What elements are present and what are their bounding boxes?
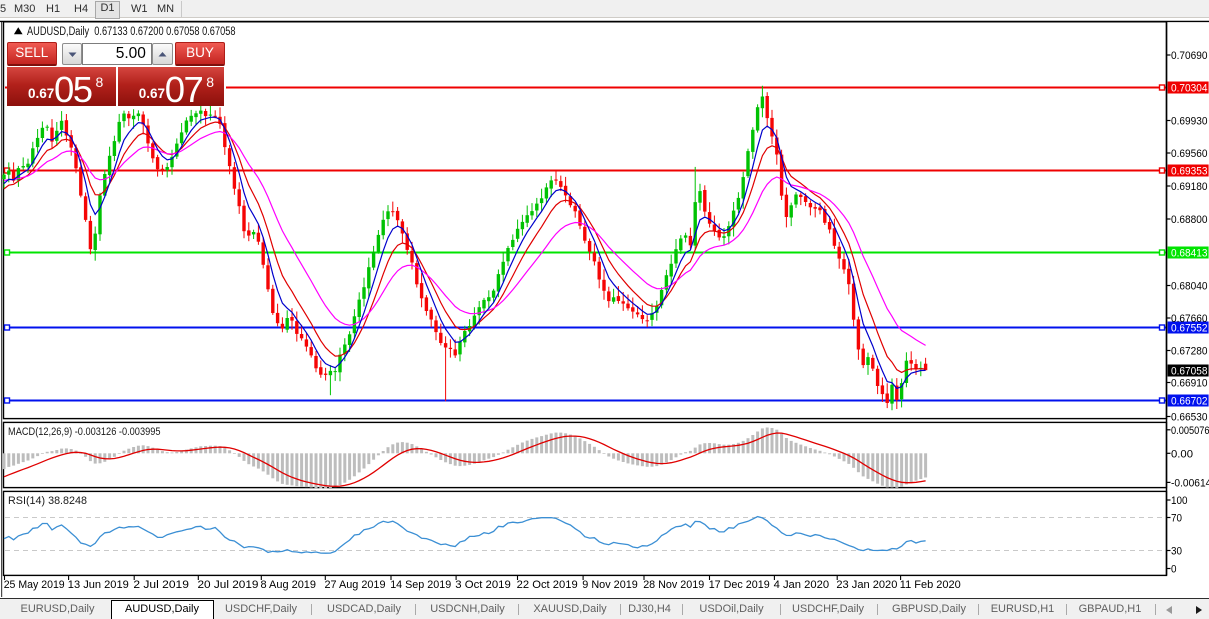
svg-text:0.68413: 0.68413 — [1171, 248, 1208, 260]
svg-text:0.67058: 0.67058 — [1171, 366, 1208, 378]
svg-text:0.00: 0.00 — [1171, 448, 1193, 460]
svg-text:14 Sep 2019: 14 Sep 2019 — [390, 579, 451, 591]
svg-text:RSI(14) 38.8248: RSI(14) 38.8248 — [8, 495, 87, 507]
svg-text:0.005076: 0.005076 — [1171, 425, 1209, 437]
svg-text:0.69353: 0.69353 — [1171, 166, 1208, 178]
svg-text:4 Jan 2020: 4 Jan 2020 — [774, 579, 830, 591]
svg-text:0.70304: 0.70304 — [1171, 83, 1208, 95]
svg-text:AUDUSD,Daily 0.67133 0.67200: AUDUSD,Daily 0.67133 0.67200 0.67058 0.6… — [27, 26, 236, 38]
svg-text:8 Aug 2019: 8 Aug 2019 — [261, 579, 317, 591]
svg-text:0.68800: 0.68800 — [1171, 214, 1208, 226]
svg-text:23 Jan 2020: 23 Jan 2020 — [836, 579, 897, 591]
svg-text:27 Aug 2019: 27 Aug 2019 — [325, 579, 386, 591]
svg-text:0.69560: 0.69560 — [1171, 148, 1208, 160]
svg-text:70: 70 — [1171, 513, 1182, 525]
svg-text:0.69180: 0.69180 — [1171, 181, 1208, 193]
svg-text:-0.006148: -0.006148 — [1171, 477, 1209, 489]
svg-text:0.68040: 0.68040 — [1171, 281, 1208, 293]
svg-text:0.67280: 0.67280 — [1171, 346, 1208, 358]
svg-text:0.67660: 0.67660 — [1171, 313, 1208, 325]
svg-text:28 Nov 2019: 28 Nov 2019 — [643, 579, 704, 591]
svg-text:2 Jul 2019: 2 Jul 2019 — [133, 579, 189, 591]
svg-text:0: 0 — [1171, 564, 1177, 576]
svg-text:30: 30 — [1171, 546, 1182, 558]
svg-text:0.66702: 0.66702 — [1171, 396, 1208, 408]
svg-text:0.66910: 0.66910 — [1171, 378, 1208, 390]
svg-text:20 Jul 2019: 20 Jul 2019 — [198, 579, 259, 591]
svg-text:0.66530: 0.66530 — [1171, 412, 1208, 424]
svg-text:3 Oct 2019: 3 Oct 2019 — [455, 579, 511, 591]
svg-text:0.70690: 0.70690 — [1171, 50, 1208, 62]
svg-text:13 Jun 2019: 13 Jun 2019 — [68, 579, 129, 591]
svg-text:11 Feb 2020: 11 Feb 2020 — [900, 579, 961, 591]
svg-text:17 Dec 2019: 17 Dec 2019 — [709, 579, 770, 591]
svg-text:0.69930: 0.69930 — [1171, 116, 1208, 128]
svg-text:0.67552: 0.67552 — [1171, 323, 1208, 335]
svg-text:9 Nov 2019: 9 Nov 2019 — [582, 579, 638, 591]
svg-text:25 May 2019: 25 May 2019 — [4, 579, 65, 591]
svg-text:100: 100 — [1171, 495, 1188, 507]
svg-text:22 Oct 2019: 22 Oct 2019 — [517, 579, 578, 591]
svg-text:MACD(12,26,9) -0.003126 -0.003: MACD(12,26,9) -0.003126 -0.003995 — [8, 426, 161, 438]
